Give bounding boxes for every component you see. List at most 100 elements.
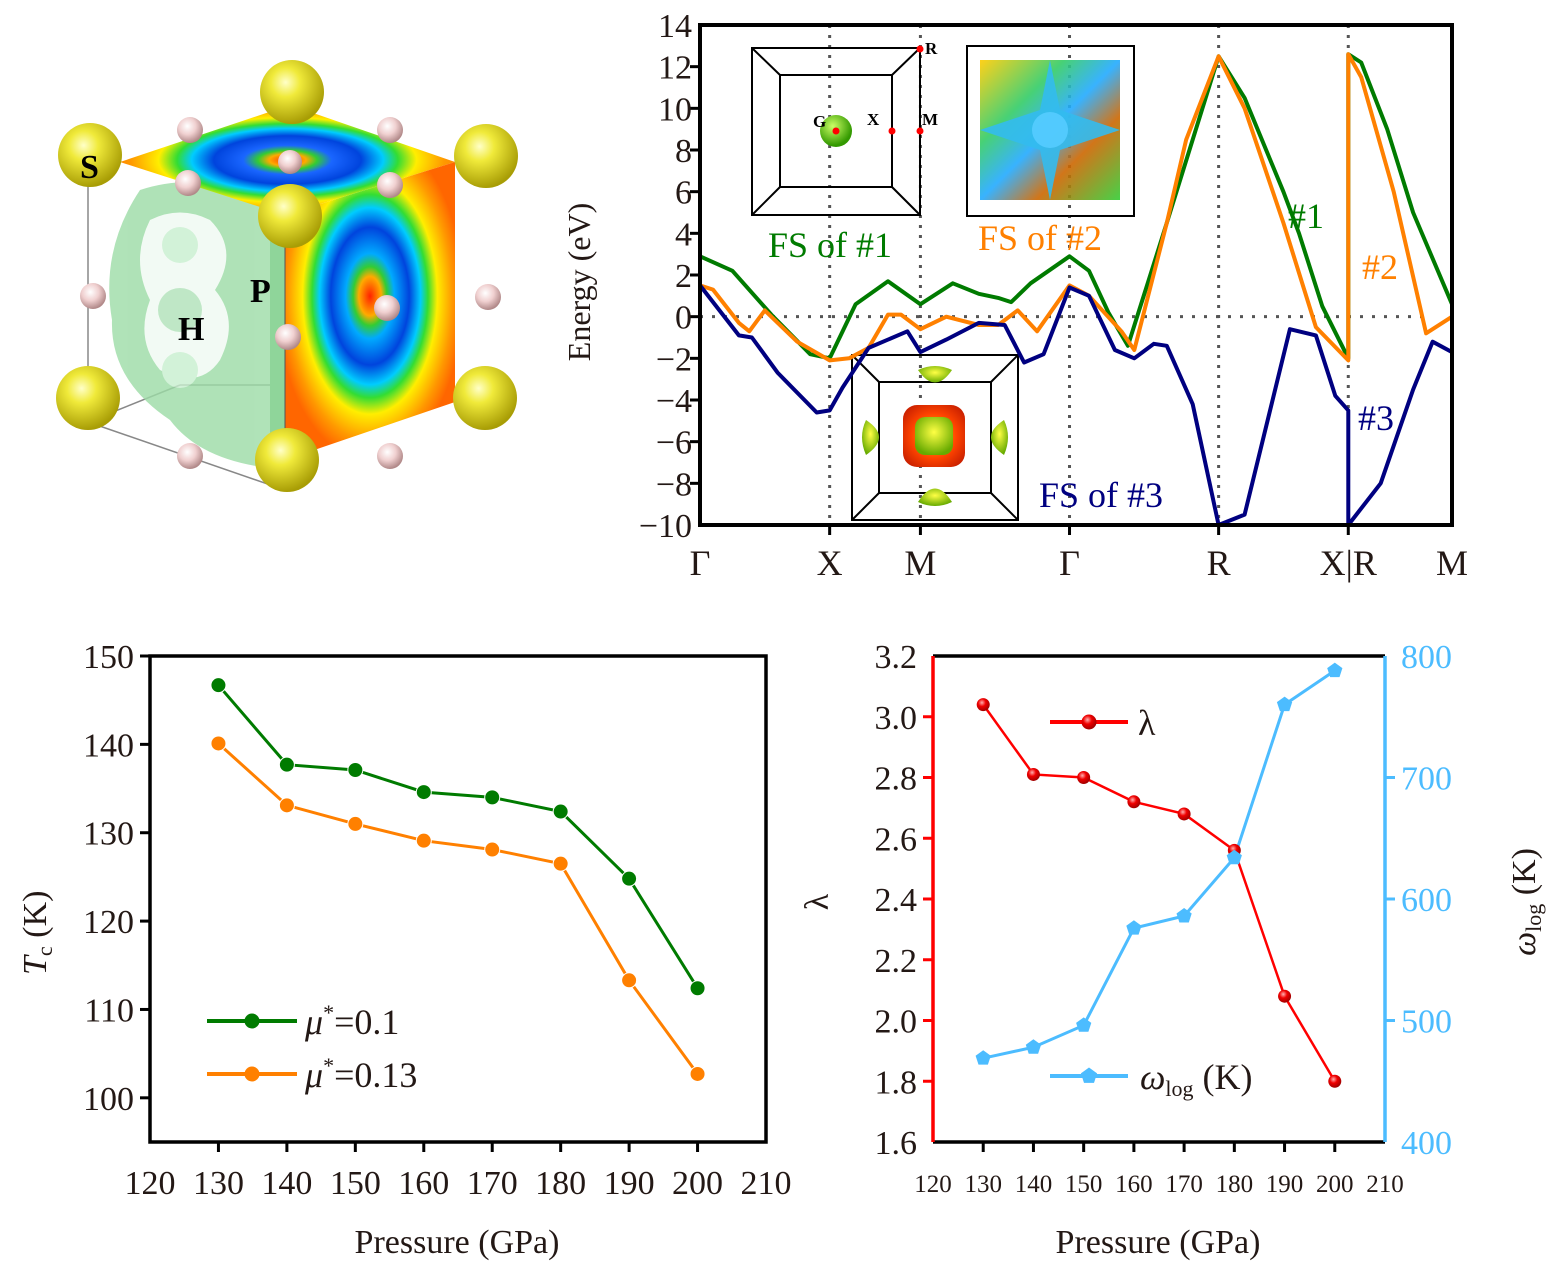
side-face-contour (285, 162, 455, 460)
annotation-band2: #2 (1362, 247, 1398, 287)
tc-line-0 (217, 684, 699, 989)
tc-x-tick-label: 160 (398, 1165, 449, 1202)
bz-label-m: M (922, 110, 938, 129)
band-y-tick-label: 14 (658, 8, 692, 45)
omega-legend-sub: log (1165, 1076, 1193, 1101)
annotation-fs2: FS of #2 (978, 218, 1102, 258)
tc-y-label-unit: (K) (17, 891, 54, 947)
tc-point (210, 677, 227, 694)
band-line-2 (699, 52, 1454, 363)
annotation-fs3: FS of #3 (1039, 475, 1163, 515)
lw-x-axis-label: Pressure (GPa) (1056, 1224, 1261, 1261)
tc-x-tick-label: 130 (193, 1165, 244, 1202)
omega-point (1327, 662, 1343, 678)
lambda-point (976, 698, 990, 712)
kpath-label: Γ (1059, 543, 1080, 583)
lambda-legend-marker (1081, 714, 1097, 730)
lw-x-tick-label: 120 (914, 1171, 952, 1198)
tc-x-tick-label: 120 (125, 1165, 176, 1202)
omega-point (1126, 920, 1142, 935)
lw-right-tick-label: 600 (1401, 882, 1452, 919)
annotation-band3: #3 (1358, 398, 1394, 438)
bz-label-g: G (813, 112, 826, 131)
tc-point (689, 1065, 706, 1082)
atom-label-p: P (250, 273, 271, 310)
lw-right-label-sub: log (1521, 904, 1546, 932)
tc-point (621, 870, 638, 887)
band-y-tick-label: 4 (675, 216, 692, 253)
tc-point (484, 789, 501, 806)
omega-legend-label: ωlog (K) (1140, 1057, 1253, 1101)
lw-left-tick-label: 2.8 (875, 761, 918, 798)
tc-axes: 100 110 120 130 140 150 120 130 140 150 160 170 180 1… (83, 639, 792, 1202)
lw-left-tick-label: 2.0 (875, 1004, 918, 1041)
lw-x-tick-label: 140 (1015, 1171, 1053, 1198)
kpoint-x (888, 127, 896, 135)
tc-y-label-sub: c (32, 946, 57, 956)
lambda-omega-chart: 1.6 1.8 2.0 2.2 2.4 2.6 2.8 3.0 3.2 400 500 600 700 8… (799, 639, 1546, 1261)
atom-label-h: H (178, 311, 204, 348)
lw-x-tick-label: 210 (1366, 1171, 1404, 1198)
h-atoms (80, 117, 501, 469)
omega-legend-marker (1080, 1067, 1098, 1083)
tc-y-tick-label: 150 (83, 639, 134, 676)
tc-point (484, 841, 501, 858)
tc-x-tick-label: 200 (672, 1165, 723, 1202)
band-y-tick-label: −6 (656, 425, 692, 462)
lw-right-tick-label: 700 (1401, 761, 1452, 798)
tc-plot-frame (148, 654, 768, 1144)
lambda-legend-label: λ (1138, 703, 1156, 743)
bz-label-r: R (925, 39, 938, 58)
kpath-label: X (817, 543, 843, 583)
tc-point (278, 756, 295, 773)
tc-legend-marker (244, 1066, 260, 1082)
lw-x-tick-label: 150 (1065, 1171, 1103, 1198)
tc-legend-label: μ*=0.1 (304, 1000, 399, 1042)
atom-label-s: S (80, 149, 99, 186)
lw-x-tick-label: 200 (1316, 1171, 1354, 1198)
lw-right-tick-label: 400 (1401, 1125, 1452, 1162)
annotation-fs1: FS of #1 (768, 225, 892, 265)
lambda-point (1328, 1074, 1342, 1088)
electron-localization-isosurface (109, 182, 270, 468)
tc-y-axis-label: Tc (K) (17, 891, 57, 975)
omega-point (1276, 696, 1293, 712)
tc-line-1 (217, 742, 699, 1075)
band-y-tick-label: −4 (656, 383, 692, 420)
tc-point (210, 735, 227, 752)
tc-x-tick-label: 180 (535, 1165, 586, 1202)
tc-y-tick-label: 130 (83, 816, 134, 853)
lw-left-tick-label: 3.2 (875, 639, 918, 676)
band-y-tick-label: −8 (656, 466, 692, 503)
lw-x-tick-label: 170 (1165, 1171, 1203, 1198)
lw-x-tick-label: 180 (1216, 1171, 1254, 1198)
lambda-point (1127, 795, 1141, 809)
tc-x-tick-label: 190 (604, 1165, 655, 1202)
s-atoms (56, 60, 518, 492)
kpath-label: R (1207, 543, 1231, 583)
omega-point (1176, 908, 1192, 923)
tc-pressure-chart: 100 110 120 130 140 150 120 130 140 150 160 170 180 1… (17, 639, 792, 1261)
tc-y-tick-label: 120 (83, 904, 134, 941)
lw-right-label-rest: (K) (1506, 848, 1543, 904)
tc-y-tick-label: 100 (83, 1081, 134, 1118)
kpath-label: Γ (690, 543, 711, 583)
tc-legend-mu: μ (304, 1055, 323, 1095)
lw-series (975, 662, 1343, 1088)
tc-point (552, 855, 569, 872)
band-y-tick-label: 2 (675, 258, 692, 295)
band-axes: −10 −8 −6 −4 −2 0 2 4 6 8 10 12 14 Γ X M Γ R X|R M (639, 8, 1468, 583)
lw-right-tick-label: 800 (1401, 639, 1452, 676)
band-y-tick-label: 10 (658, 91, 692, 128)
lw-right-tick-label: 500 (1401, 1004, 1452, 1041)
tc-legend-star: * (323, 1053, 334, 1078)
lw-left-tick-label: 3.0 (875, 700, 918, 737)
band-y-tick-label: 8 (675, 133, 692, 170)
tc-x-tick-label: 140 (261, 1165, 312, 1202)
tc-legend: μ*=0.1μ*=0.13 (207, 1000, 417, 1095)
fs2-inset (966, 45, 1135, 217)
band-line-3 (698, 284, 1453, 527)
lambda-point (1077, 771, 1091, 784)
lambda-line (982, 703, 1336, 1082)
